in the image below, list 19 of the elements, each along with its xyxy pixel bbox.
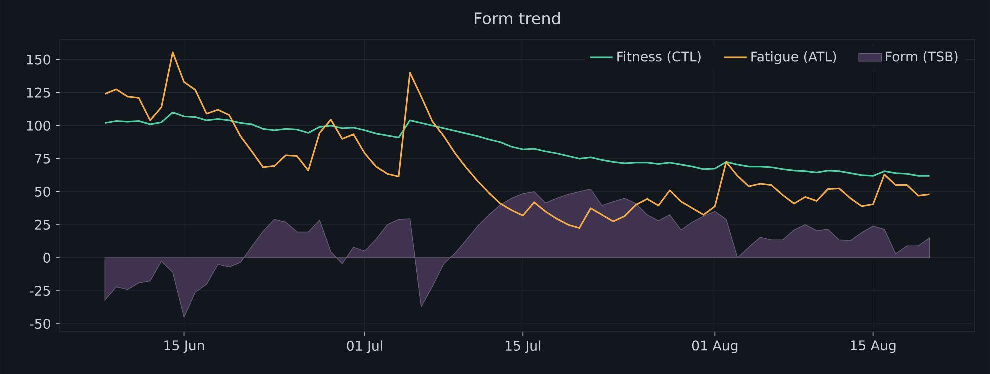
legend-label: Fatigue (ATL) (752, 51, 836, 64)
chart-title: Form trend (475, 12, 560, 25)
x-tick-label: 15 Aug (851, 340, 896, 354)
legend-label: Fitness (CTL) (618, 51, 701, 64)
line-series (104, 112, 931, 177)
y-tick-label: -25 (30, 286, 50, 296)
y-tick-label: 25 (35, 220, 50, 230)
y-tick-label: 100 (27, 120, 50, 131)
x-tick-label: 01 Jul (347, 340, 382, 354)
y-tick-label: 150 (27, 54, 50, 65)
y-tick-label: 0 (44, 252, 50, 264)
legend-label: Form (TSB) (886, 51, 958, 64)
y-tick-label: -50 (30, 319, 50, 330)
x-tick-label: 01 Aug (692, 340, 738, 354)
y-tick-label: 50 (35, 186, 50, 197)
x-tick-label: 15 Jun (164, 340, 204, 354)
y-tick-label: 75 (35, 154, 50, 164)
x-tick-label: 15 Jul (506, 340, 541, 354)
y-tick-label: 125 (27, 88, 50, 98)
